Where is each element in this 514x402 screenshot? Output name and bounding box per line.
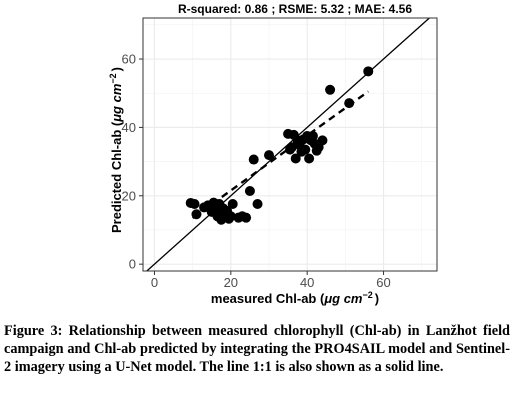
data-point [248, 154, 259, 165]
y-tick-label: 20 [122, 188, 136, 203]
y-axis-label: Predicted Chl-ab (μg cm−2) [108, 67, 124, 233]
x-axis-label-end: ) [375, 291, 379, 306]
x-tick-label: 0 [151, 275, 158, 290]
fit-line-dashed [191, 90, 369, 219]
y-axis-ticks: 0 20 40 60 [122, 52, 143, 272]
data-point [300, 144, 311, 155]
x-axis-label-exponent: −2 [363, 290, 373, 300]
data-point [189, 198, 200, 209]
plot-border [142, 17, 438, 272]
scatter-chart: R-squared: 0.86 ; RSME: 5.32 ; MAE: 4.56… [108, 2, 438, 306]
x-tick-label: 40 [300, 275, 314, 290]
data-point [286, 142, 297, 153]
data-point [227, 198, 238, 209]
y-tick-label: 0 [129, 257, 136, 272]
x-axis-ticks: 0 20 40 60 [151, 271, 391, 290]
x-tick-label: 20 [224, 275, 238, 290]
data-point [191, 209, 202, 220]
y-axis-label-unit: μg cm [109, 83, 124, 123]
data-point [304, 153, 315, 164]
y-tick-label: 60 [122, 52, 136, 67]
y-axis-label-end: ) [109, 67, 124, 71]
major-gridlines [143, 18, 437, 271]
y-tick-label: 40 [122, 120, 136, 135]
data-point [264, 150, 274, 161]
figure-caption: Figure 3: Relationship between measured … [4, 323, 510, 375]
data-point [363, 66, 374, 77]
data-point [317, 135, 328, 146]
x-tick-label: 60 [376, 275, 390, 290]
data-point [241, 212, 252, 223]
y-axis-label-main: Predicted Chl-ab ( [109, 121, 124, 233]
x-axis-label-main: measured Chl-ab ( [211, 291, 325, 306]
x-axis-label: measured Chl-ab (μg cm−2) [211, 290, 379, 306]
y-axis-label-exponent: −2 [108, 73, 118, 83]
data-point [290, 153, 301, 164]
data-point [307, 130, 318, 141]
data-point [244, 185, 255, 196]
x-axis-label-unit: μg cm [323, 291, 363, 306]
data-point [344, 98, 355, 109]
fit-line [191, 90, 369, 219]
chart-title: R-squared: 0.86 ; RSME: 5.32 ; MAE: 4.56 [178, 2, 412, 16]
data-point [225, 211, 236, 222]
data-point [325, 84, 336, 95]
data-point [252, 198, 263, 209]
data-points [185, 66, 374, 225]
